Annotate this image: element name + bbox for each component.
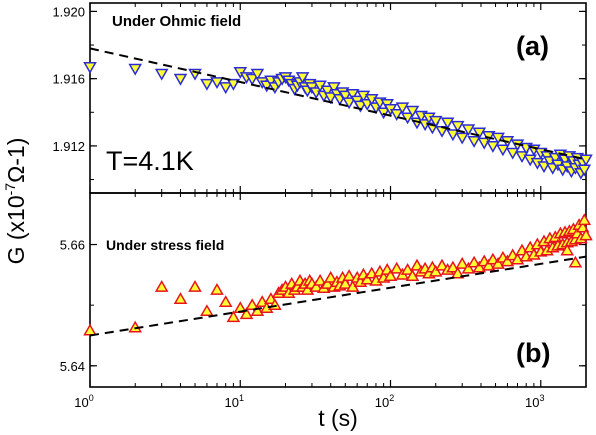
data-point xyxy=(210,282,224,295)
panel-a-plot: 1.920 1.916 1.912 xyxy=(52,4,593,181)
data-point xyxy=(389,261,404,274)
data-point xyxy=(226,310,241,323)
data-point xyxy=(472,260,487,273)
data-point xyxy=(376,107,391,120)
data-point xyxy=(577,164,592,177)
data-point xyxy=(83,323,97,336)
data-point xyxy=(446,260,460,273)
data-point xyxy=(356,90,371,103)
data-point xyxy=(568,255,583,268)
data-point xyxy=(128,63,142,76)
panel-b-frame xyxy=(89,192,587,388)
data-point xyxy=(188,279,202,292)
data-point xyxy=(428,264,443,277)
plot-layer: 100 101 102 103 1.920 1.916 1.912 5.66 5.64 xyxy=(52,3,593,410)
data-point xyxy=(239,307,254,320)
data-point xyxy=(477,137,491,150)
data-point xyxy=(467,136,481,148)
y-tick-label: 1.916 xyxy=(52,72,85,87)
data-point xyxy=(579,228,593,241)
data-point xyxy=(455,256,469,269)
data-point xyxy=(338,276,353,289)
data-point xyxy=(154,279,169,292)
data-point xyxy=(250,68,265,81)
fit-line xyxy=(89,47,587,161)
data-point xyxy=(200,304,214,317)
x-tick-label: 102 xyxy=(375,393,394,410)
data-point xyxy=(461,261,476,274)
data-point xyxy=(323,92,338,105)
data-point xyxy=(461,124,476,137)
data-point xyxy=(313,273,327,286)
data-point xyxy=(505,147,520,160)
data-point xyxy=(154,68,169,81)
data-point xyxy=(323,270,338,283)
data-point xyxy=(560,243,574,256)
data-point xyxy=(446,129,460,142)
data-point xyxy=(491,256,505,269)
data-point xyxy=(577,213,592,226)
panel-b-plot: 5.66 5.64 xyxy=(60,213,593,374)
panel-a-title: Under Ohmic field xyxy=(112,13,241,30)
data-point xyxy=(428,115,443,128)
data-point xyxy=(173,292,188,304)
data-point xyxy=(395,102,410,115)
data-point xyxy=(200,78,214,91)
data-point xyxy=(173,73,188,86)
data-point xyxy=(481,258,496,271)
y-tick-label: 5.64 xyxy=(60,359,85,374)
x-tick-label: 103 xyxy=(525,393,544,410)
data-point xyxy=(575,220,590,233)
data-point xyxy=(450,120,465,133)
data-point xyxy=(342,97,356,110)
y-tick-label: 1.912 xyxy=(52,139,85,154)
data-point xyxy=(500,254,515,267)
panel-b-title: Under stress field xyxy=(106,237,224,253)
data-point xyxy=(400,262,415,275)
data-point xyxy=(342,269,356,281)
x-tick-label: 101 xyxy=(225,393,244,410)
x-tick-label: 100 xyxy=(74,393,93,410)
x-axis-title: t (s) xyxy=(318,405,358,431)
data-point xyxy=(320,85,335,98)
data-point xyxy=(345,88,360,101)
data-point xyxy=(455,132,469,145)
data-point xyxy=(435,258,449,271)
panel-b-label: (b) xyxy=(516,338,550,368)
data-point xyxy=(295,72,310,85)
data-point xyxy=(389,109,404,122)
data-point xyxy=(486,141,500,153)
data-point xyxy=(472,127,487,140)
data-point xyxy=(450,266,465,279)
temperature-annotation: T=4.1K xyxy=(106,146,194,176)
data-point xyxy=(309,279,323,292)
data-point xyxy=(218,295,233,307)
data-point xyxy=(226,78,241,91)
y-tick-label: 1.920 xyxy=(52,4,85,19)
data-point xyxy=(496,144,510,157)
data-point xyxy=(245,298,259,311)
data-point xyxy=(383,269,398,281)
data-point xyxy=(360,272,374,285)
fit-line xyxy=(89,255,587,337)
data-point xyxy=(245,73,259,86)
data-point xyxy=(579,154,593,167)
y-tick-label: 5.66 xyxy=(60,238,85,253)
data-point xyxy=(491,132,505,145)
panel-a-label: (a) xyxy=(516,31,549,61)
data-point xyxy=(440,117,455,130)
data-point xyxy=(83,62,97,74)
data-point xyxy=(338,90,353,103)
data-point xyxy=(218,82,233,95)
data-point xyxy=(320,276,335,289)
y-axis-title: G (x10-7Ω-1) xyxy=(2,138,29,265)
data-point xyxy=(467,255,481,268)
